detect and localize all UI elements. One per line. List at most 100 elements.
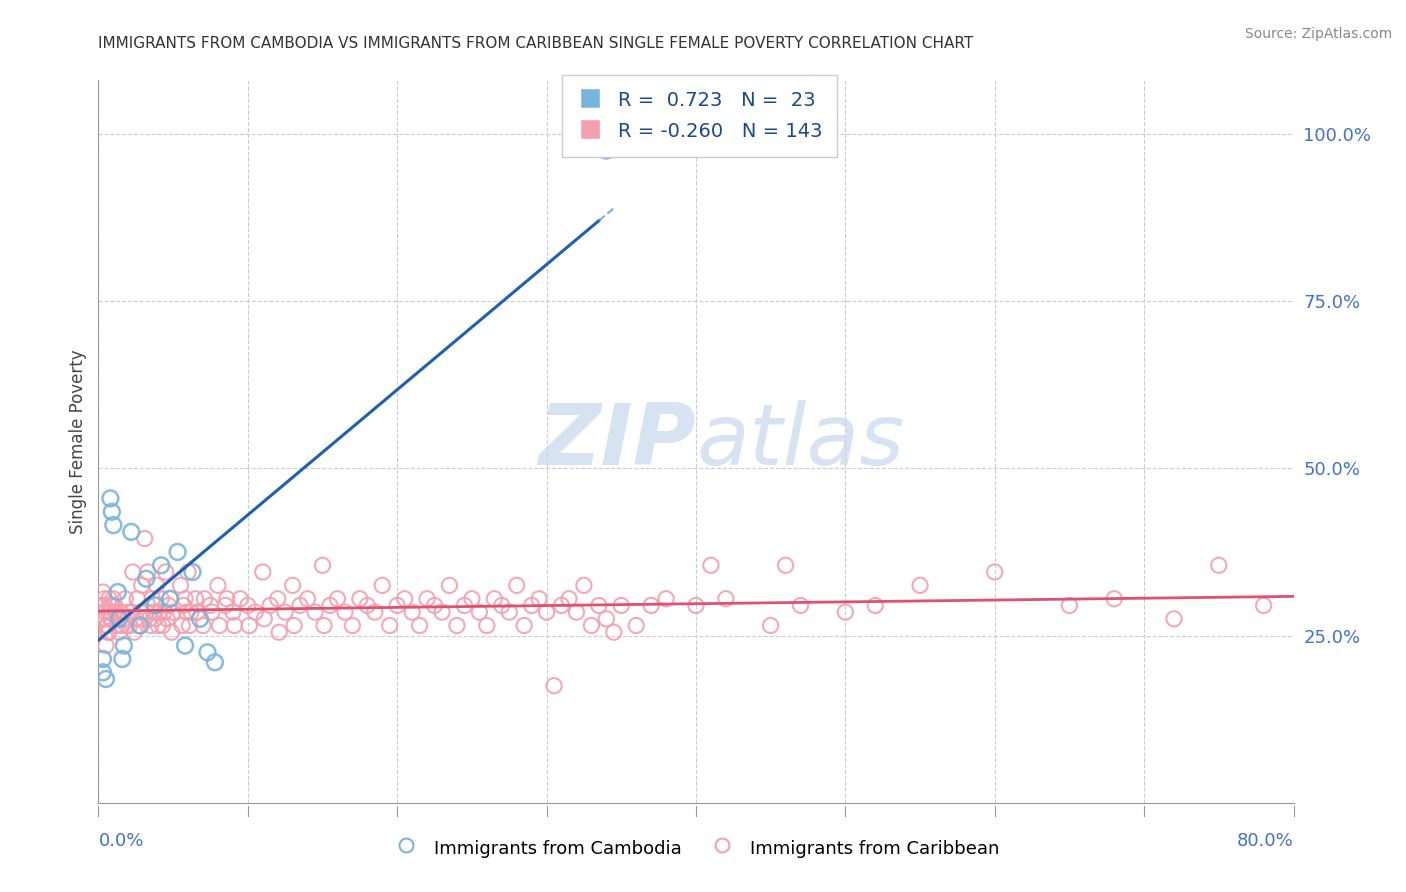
Text: ZIP: ZIP	[538, 400, 696, 483]
Point	[191, 618, 214, 632]
Point	[90, 599, 112, 613]
Point	[128, 618, 150, 632]
Point	[96, 618, 118, 632]
Point	[103, 518, 125, 533]
Point	[124, 625, 146, 640]
Point	[143, 599, 166, 613]
Point	[156, 612, 179, 626]
Point	[468, 605, 491, 619]
Point	[104, 605, 127, 619]
Point	[107, 585, 129, 599]
Point	[319, 599, 342, 613]
Point	[416, 591, 439, 606]
Point	[98, 612, 122, 626]
Text: 0.0%: 0.0%	[98, 831, 143, 850]
Point	[129, 618, 152, 632]
Point	[153, 605, 176, 619]
Point	[215, 591, 238, 606]
Point	[408, 618, 430, 632]
Point	[430, 605, 453, 619]
Point	[453, 599, 475, 613]
Point	[110, 605, 132, 619]
Point	[461, 591, 484, 606]
Point	[326, 591, 349, 606]
Point	[1104, 591, 1126, 606]
Point	[267, 591, 290, 606]
Point	[558, 591, 581, 606]
Point	[595, 612, 617, 626]
Point	[172, 618, 194, 632]
Point	[91, 665, 114, 680]
Point	[865, 599, 887, 613]
Point	[132, 612, 155, 626]
Point	[342, 618, 364, 632]
Point	[134, 532, 156, 546]
Point	[108, 612, 131, 626]
Point	[208, 618, 231, 632]
Y-axis label: Single Female Poverty: Single Female Poverty	[69, 350, 87, 533]
Point	[513, 618, 536, 632]
Point	[224, 618, 246, 632]
Point	[139, 618, 162, 632]
Point	[565, 605, 588, 619]
Point	[157, 599, 180, 613]
Point	[97, 625, 120, 640]
Point	[152, 618, 174, 632]
Point	[759, 618, 782, 632]
Point	[834, 605, 856, 619]
Point	[150, 558, 173, 573]
Point	[160, 625, 183, 640]
Point	[603, 625, 626, 640]
Point	[550, 599, 572, 613]
Point	[118, 618, 141, 632]
Point	[253, 612, 276, 626]
Point	[107, 612, 129, 626]
Point	[484, 591, 506, 606]
Point	[595, 144, 617, 158]
Point	[371, 578, 394, 592]
Point	[129, 605, 152, 619]
Point	[1253, 599, 1275, 613]
Point	[281, 578, 304, 592]
Point	[131, 578, 153, 592]
Point	[93, 599, 115, 613]
Point	[108, 625, 131, 640]
Point	[520, 599, 543, 613]
Point	[188, 612, 211, 626]
Point	[1208, 558, 1230, 573]
Point	[94, 639, 117, 653]
Point	[193, 591, 215, 606]
Point	[155, 565, 177, 579]
Point	[111, 652, 134, 666]
Point	[640, 599, 662, 613]
Point	[103, 591, 125, 606]
Point	[125, 612, 148, 626]
Point	[107, 612, 129, 626]
Point	[581, 618, 603, 632]
Point	[269, 625, 291, 640]
Point	[439, 578, 461, 592]
Point	[150, 591, 173, 606]
Point	[201, 605, 224, 619]
Point	[149, 605, 172, 619]
Point	[138, 612, 160, 626]
Point	[238, 618, 260, 632]
Point	[207, 578, 229, 592]
Point	[111, 618, 134, 632]
Point	[506, 578, 529, 592]
Point	[91, 612, 114, 626]
Point	[446, 618, 468, 632]
Point	[498, 605, 520, 619]
Point	[91, 585, 114, 599]
Point	[105, 618, 128, 632]
Point	[588, 599, 610, 613]
Point	[117, 605, 139, 619]
Point	[700, 558, 723, 573]
Point	[115, 618, 138, 632]
Point	[101, 505, 124, 519]
Point	[176, 605, 198, 619]
Point	[127, 591, 149, 606]
Point	[536, 605, 558, 619]
Point	[112, 612, 135, 626]
Point	[789, 599, 811, 613]
